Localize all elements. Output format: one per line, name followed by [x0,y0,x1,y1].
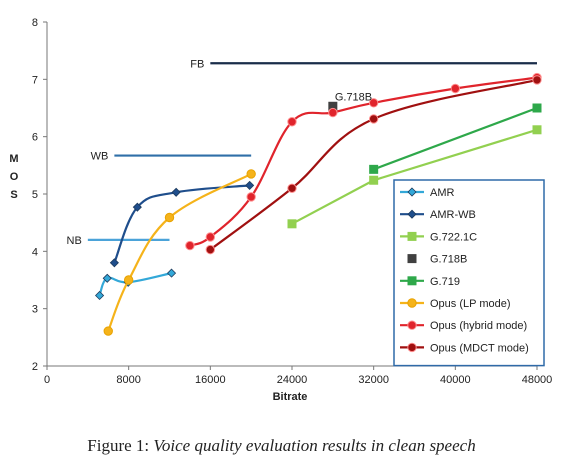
caption-text: Voice quality evaluation results in clea… [153,436,476,455]
y-tick-label: 4 [32,246,38,258]
data-point-opus-mdct-mode [205,244,216,255]
data-point-opus-mdct-mode [287,183,297,193]
legend-swatch-marker [407,298,417,308]
legend-label: G.722.1C [430,231,477,243]
data-point-opus-lp-mode [123,275,134,285]
series-g-722-1c [287,125,542,229]
series-line-opus-mdct-mode [209,78,538,251]
series-g-718b [328,101,338,111]
data-point-g-719 [369,164,379,174]
data-point-opus-hybrid-mode [368,98,379,108]
x-tick-label: 8000 [116,374,140,386]
legend-box [393,179,545,367]
data-point-opus-hybrid-mode [328,107,338,118]
y-tick-label: 2 [32,361,38,373]
data-point-g-722-1c [287,219,297,229]
data-point-g-719 [532,103,542,113]
figure-caption: Figure 1: Voice quality evaluation resul… [0,436,563,456]
data-point-opus-hybrid-mode [185,240,195,251]
data-point-amr-wb [245,180,255,190]
data-point-opus-mdct-mode [532,75,542,85]
series-line-amr-wb [113,184,250,264]
x-axis-title: Bitrate [273,391,308,403]
reference-label-fb: FB [190,58,204,70]
series-g-719 [369,103,542,174]
x-tick-label: 24000 [277,374,308,386]
legend-label: AMR [430,187,455,199]
axes: 2 3 4 5 6 7 8 0 8000 16000 24000 32000 40000 48000 Bit… [9,17,552,403]
legend-swatch-marker [407,254,417,264]
reference-label-nb: NB [67,235,82,247]
legend-item-g-718b: G.718B [407,254,467,266]
legend-item-amr-wb: AMR-WB [400,209,476,221]
legend-swatch-marker [407,276,417,286]
legend-swatch-marker [407,231,417,241]
annotation-g-718b: G.718B [335,91,372,103]
x-tick-label: 16000 [195,374,226,386]
series-amr [95,268,177,301]
series-line-opus-lp-mode [107,172,252,332]
legend-item-opus-lp-mode: Opus (LP mode) [400,298,511,310]
legend-swatch-marker [407,320,417,330]
data-point-g-722-1c [369,175,379,185]
data-point-amr [166,268,177,278]
data-point-opus-lp-mode [103,326,113,336]
annotations: G.718B [335,91,372,103]
caption-prefix: Figure 1: [87,436,154,455]
legend-swatch-marker [407,187,417,197]
legend-label: Opus (hybrid mode) [430,320,527,332]
y-tick-label: 7 [32,74,38,86]
data-point-opus-mdct-mode [368,114,379,124]
legend-label: Opus (LP mode) [430,298,511,310]
x-tick-label: 40000 [440,374,471,386]
legend-label: Opus (MDCT mode) [430,342,529,354]
data-point-amr-wb [109,258,119,268]
series-line-amr [98,272,172,296]
data-point-opus-hybrid-mode [450,83,461,94]
legend-item-opus-hybrid-mode: Opus (hybrid mode) [400,320,527,332]
y-tick-label: 5 [32,189,38,201]
data-point-opus-lp-mode [246,169,256,179]
data-point-g-722-1c [532,125,542,135]
x-tick-label: 48000 [522,374,553,386]
legend-item-g-722-1c: G.722.1C [400,231,477,243]
series-layer [95,72,542,336]
y-tick-label: 6 [32,132,38,144]
y-tick-label: 8 [32,17,38,29]
x-tick-label: 32000 [358,374,389,386]
series-line-g-719 [373,106,538,171]
data-point-opus-lp-mode [164,212,175,223]
legend-label: AMR-WB [430,209,476,221]
series-amr-wb [109,180,255,268]
legend-item-opus-mdct-mode: Opus (MDCT mode) [400,342,529,354]
data-point-opus-hybrid-mode [205,232,216,242]
data-point-opus-hybrid-mode [246,192,256,202]
data-point-amr [102,273,112,283]
data-point-amr-wb [171,187,181,197]
reference-label-wb: WB [91,151,109,163]
legend-swatch-marker [407,209,417,219]
legend-swatch-marker [407,342,417,353]
legend-label: G.718B [430,254,467,266]
series-opus-mdct-mode [205,75,542,255]
x-tick-label: 0 [44,374,50,386]
reference-lines: NB WB FB [67,58,537,247]
data-point-amr-wb [132,202,142,212]
legend-item-amr: AMR [400,187,455,199]
y-tick-label: 3 [32,304,38,316]
data-point-amr [95,290,105,301]
series-opus-lp-mode [103,169,256,336]
data-point-g-718b [328,101,338,111]
legend: AMR AMR-WB G.722.1C G.718B G.719 Opus (LP mod… [393,179,545,367]
data-point-opus-hybrid-mode [287,117,297,127]
legend-item-g-719: G.719 [400,276,460,288]
legend-label: G.719 [430,276,460,288]
